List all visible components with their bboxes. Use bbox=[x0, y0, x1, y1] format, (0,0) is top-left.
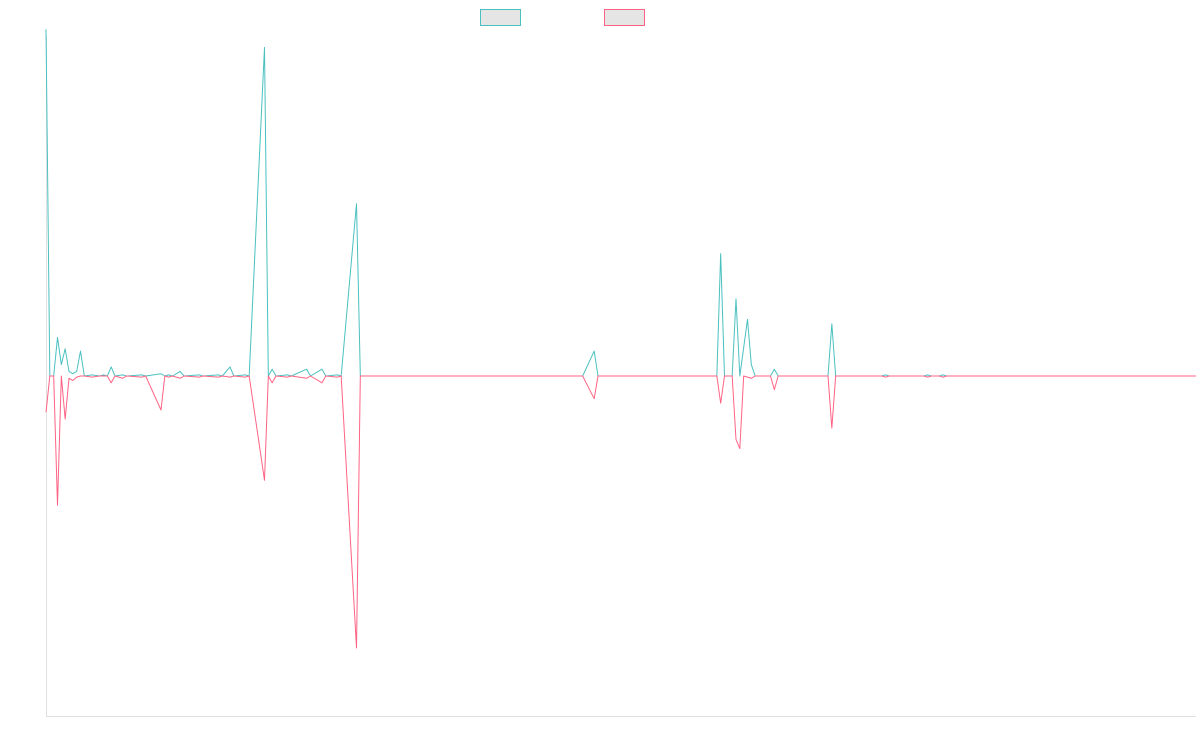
series-line-1[interactable] bbox=[45, 29, 1196, 377]
legend bbox=[480, 9, 645, 26]
series-line-2[interactable] bbox=[45, 375, 1196, 649]
legend-swatch-series-2[interactable] bbox=[604, 9, 645, 26]
legend-swatch-series-1[interactable] bbox=[480, 9, 521, 26]
plot-area bbox=[45, 29, 1196, 649]
